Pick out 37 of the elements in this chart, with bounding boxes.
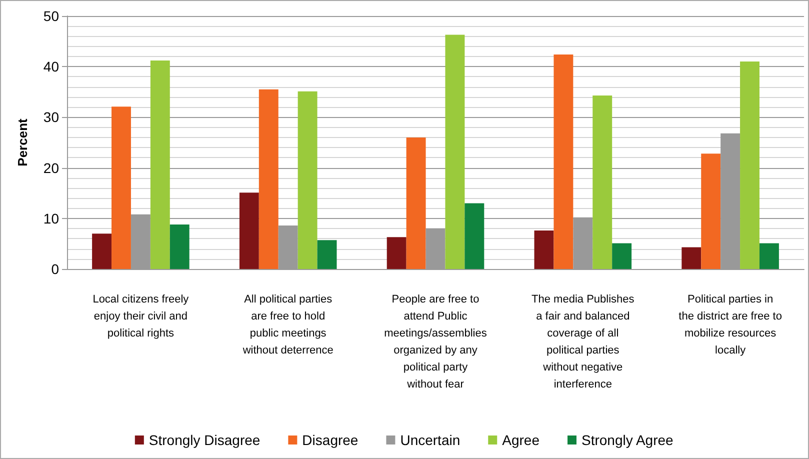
y-tick-label: 20 [43,160,60,176]
bar [239,192,259,269]
y-tick-label: 40 [43,58,60,75]
bar [554,54,574,269]
bar [406,137,426,269]
x-tick-label: Political parties in the district are free to mobilize resources locally [678,294,782,356]
bar [592,95,612,269]
bar [534,230,554,269]
bar [682,247,702,269]
legend-label: Disagree [302,432,358,448]
bar [92,234,112,269]
bar [445,34,465,269]
legend-label: Uncertain [400,432,460,448]
y-tick-label: 10 [43,210,60,226]
y-tick-label: 0 [51,261,60,277]
bar [317,240,337,269]
legend-label: Strongly Agree [581,432,674,448]
legend-label: Strongly Disagree [148,432,260,448]
bar [258,89,278,269]
x-tick-label: Local citizens freely enjoy their civil and political rights [92,294,190,340]
y-tick-label: 30 [43,109,60,126]
bar [740,62,760,269]
bar [701,154,721,269]
bar [298,91,318,269]
y-tick-label: 50 [43,8,60,24]
bar [170,224,190,269]
x-tick-label: People are free to attend Public meetings/assemblies organized by any political party without fear [384,294,488,390]
legend-label: Agree [502,432,540,448]
bar [386,237,406,269]
y-axis-title: Percent [15,118,30,166]
bar [112,106,131,269]
bar [464,203,484,269]
bar [759,243,779,269]
bar [612,243,632,269]
x-tick-label: All political parties are free to hold public meetings without deterrence [242,294,334,356]
x-tick-label: The media Publishes a fair and balanced coverage of all political parties without negative interference [532,294,635,390]
bar [150,60,170,269]
